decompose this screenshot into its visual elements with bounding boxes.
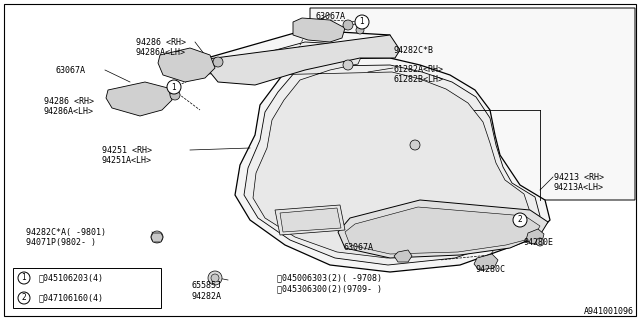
Polygon shape bbox=[280, 208, 341, 232]
Polygon shape bbox=[158, 48, 215, 82]
Text: 63067A: 63067A bbox=[315, 12, 345, 21]
Circle shape bbox=[356, 26, 364, 34]
FancyBboxPatch shape bbox=[13, 268, 161, 308]
Text: A941001096: A941001096 bbox=[584, 307, 634, 316]
Circle shape bbox=[513, 213, 527, 227]
Text: 94286 <RH>: 94286 <RH> bbox=[44, 97, 94, 106]
Text: 94282A: 94282A bbox=[192, 292, 222, 301]
Text: 94251A<LH>: 94251A<LH> bbox=[102, 156, 152, 165]
Text: 94251 <RH>: 94251 <RH> bbox=[102, 146, 152, 155]
Text: 61282B<LH>: 61282B<LH> bbox=[394, 75, 444, 84]
Circle shape bbox=[343, 60, 353, 70]
Text: 94282C*B: 94282C*B bbox=[394, 46, 434, 55]
Polygon shape bbox=[338, 200, 548, 258]
Polygon shape bbox=[474, 254, 498, 270]
Text: 94282C*A( -9801): 94282C*A( -9801) bbox=[26, 228, 106, 237]
Text: 94280E: 94280E bbox=[524, 238, 554, 247]
Polygon shape bbox=[345, 207, 540, 254]
Polygon shape bbox=[293, 18, 345, 42]
Polygon shape bbox=[394, 250, 412, 262]
Text: 94286A<LH>: 94286A<LH> bbox=[136, 48, 186, 57]
Text: Ⓢ047106160(4): Ⓢ047106160(4) bbox=[39, 293, 104, 302]
Text: 94213 <RH>: 94213 <RH> bbox=[554, 173, 604, 182]
Text: 65585J: 65585J bbox=[192, 281, 222, 290]
Circle shape bbox=[18, 292, 30, 304]
Polygon shape bbox=[310, 8, 635, 200]
Text: 1: 1 bbox=[172, 83, 177, 92]
Polygon shape bbox=[526, 229, 544, 244]
Text: 1: 1 bbox=[360, 18, 364, 27]
Text: 94286A<LH>: 94286A<LH> bbox=[44, 107, 94, 116]
Polygon shape bbox=[151, 233, 163, 242]
Polygon shape bbox=[275, 205, 345, 235]
Circle shape bbox=[18, 272, 30, 284]
Text: 63067A: 63067A bbox=[56, 66, 86, 75]
Polygon shape bbox=[210, 42, 540, 265]
Text: 94071P(9802- ): 94071P(9802- ) bbox=[26, 238, 96, 247]
Text: 94213A<LH>: 94213A<LH> bbox=[554, 183, 604, 192]
Text: 1: 1 bbox=[22, 274, 26, 283]
Text: Ⓢ045106203(4): Ⓢ045106203(4) bbox=[39, 274, 104, 283]
Circle shape bbox=[167, 80, 181, 94]
Text: 94286 <RH>: 94286 <RH> bbox=[136, 38, 186, 47]
Polygon shape bbox=[222, 52, 530, 258]
Text: 94280C: 94280C bbox=[476, 265, 506, 274]
Circle shape bbox=[343, 20, 353, 30]
Circle shape bbox=[213, 57, 223, 67]
Text: 2: 2 bbox=[518, 215, 522, 225]
Polygon shape bbox=[200, 30, 550, 272]
Text: 61282A<RH>: 61282A<RH> bbox=[394, 65, 444, 74]
Text: Ⓢ045306300(2)(9709- ): Ⓢ045306300(2)(9709- ) bbox=[277, 284, 382, 293]
Circle shape bbox=[536, 238, 544, 246]
Text: 63067A: 63067A bbox=[343, 243, 373, 252]
Circle shape bbox=[355, 15, 369, 29]
Polygon shape bbox=[200, 35, 400, 85]
Polygon shape bbox=[106, 82, 172, 116]
Circle shape bbox=[208, 271, 222, 285]
Text: Ⓢ045006303(2)( -9708): Ⓢ045006303(2)( -9708) bbox=[277, 273, 382, 282]
Circle shape bbox=[211, 274, 219, 282]
Circle shape bbox=[151, 231, 163, 243]
Text: 2: 2 bbox=[22, 293, 26, 302]
Circle shape bbox=[170, 90, 180, 100]
Circle shape bbox=[410, 140, 420, 150]
